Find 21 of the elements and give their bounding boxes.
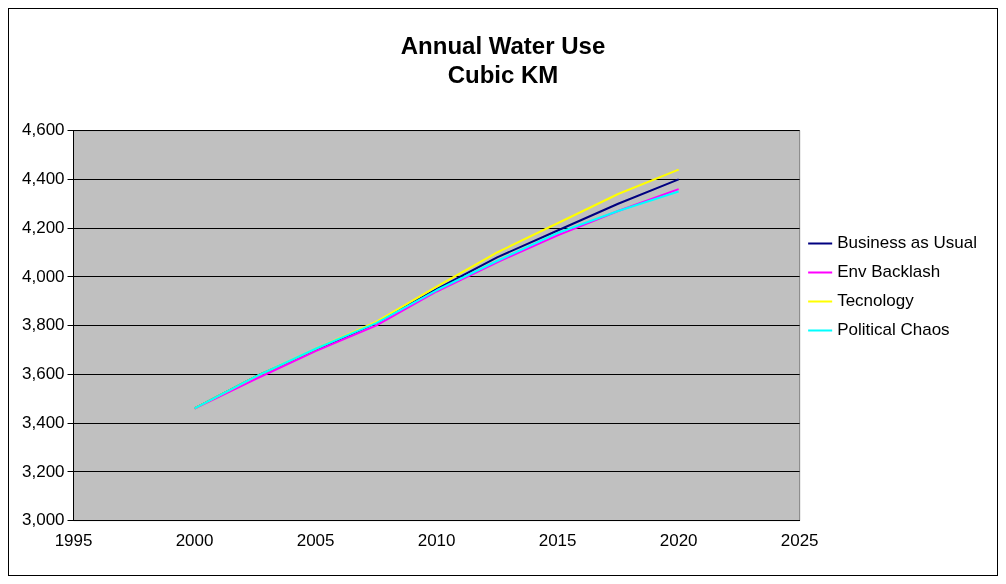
legend-label: Tecnology	[837, 291, 915, 311]
y-tick-label: 4,000	[21, 266, 65, 286]
x-tick-label: 2000	[175, 531, 214, 551]
x-tick-label: 2010	[417, 531, 456, 551]
y-tick-label: 4,600	[21, 120, 65, 140]
legend-label: Env Backlash	[837, 262, 941, 282]
y-tick-label: 3,400	[21, 412, 65, 432]
x-tick-label: 2015	[538, 531, 577, 551]
x-tick-label: 2005	[296, 531, 335, 551]
chart-title: Annual Water Use Cubic KM	[400, 32, 606, 88]
legend-label: Political Chaos	[837, 320, 950, 340]
y-tick-label: 3,800	[21, 315, 65, 335]
x-tick-label: 2020	[659, 531, 698, 551]
y-tick-label: 3,600	[21, 364, 65, 384]
y-tick-label: 4,200	[21, 217, 65, 237]
y-tick-label: 4,400	[21, 169, 65, 189]
x-tick-label: 1995	[54, 531, 93, 551]
y-tick-label: 3,000	[21, 510, 65, 530]
x-tick-label: 2025	[780, 531, 819, 551]
legend-label: Business as Usual	[837, 233, 977, 253]
y-tick-label: 3,200	[21, 461, 65, 481]
